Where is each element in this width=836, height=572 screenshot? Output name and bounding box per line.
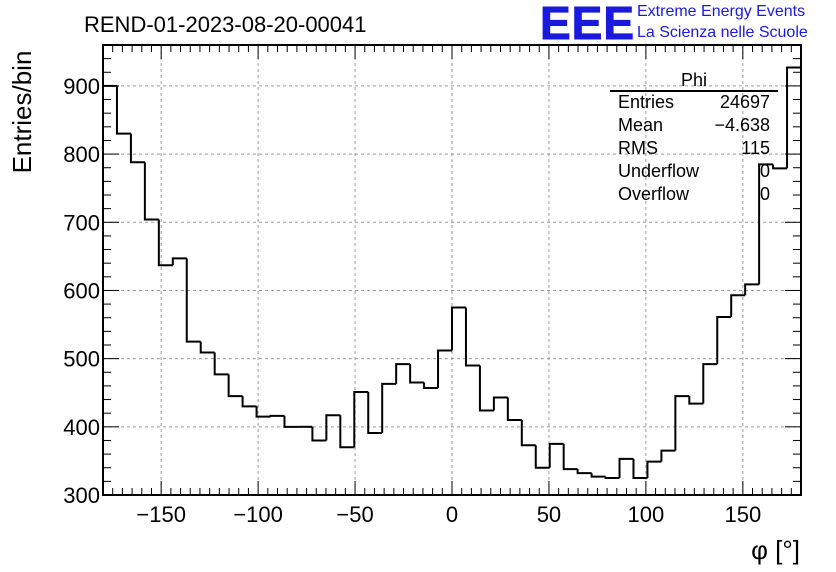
histogram-bin — [115, 85, 131, 135]
histogram-bin — [213, 352, 229, 376]
histogram-bin — [576, 469, 592, 475]
y-tick-label: 600 — [63, 278, 100, 303]
histogram-bin — [548, 442, 564, 468]
axis-ticks — [103, 45, 801, 496]
histogram-bin — [395, 363, 411, 384]
histogram-bin — [129, 133, 145, 164]
x-tick-label: −150 — [136, 502, 186, 527]
stats-row-entries: Entries 24697 — [618, 92, 770, 114]
stats-row-mean: Mean −4.638 — [618, 115, 770, 137]
stats-label: Overflow — [618, 184, 690, 204]
histogram-bin — [269, 414, 285, 417]
x-tick-label: 0 — [446, 502, 458, 527]
histogram-bin — [311, 426, 327, 442]
histogram-bin — [604, 476, 620, 479]
y-tick-label: 300 — [63, 483, 100, 508]
histogram-bin — [199, 341, 215, 354]
histogram-bin — [157, 219, 173, 267]
stats-label: Entries — [618, 92, 675, 112]
eee-logo: EEE — [539, 0, 636, 49]
chart-title: REND-01-2023-08-20-00041 — [84, 12, 367, 37]
histogram-bin — [646, 460, 662, 478]
histogram-bin — [702, 363, 718, 404]
y-tick-label: 400 — [63, 415, 100, 440]
x-tick-label: −50 — [336, 502, 373, 527]
histogram-bin — [758, 163, 774, 285]
histogram-bin — [451, 306, 466, 351]
y-tick-label: 800 — [63, 142, 100, 167]
stats-label: RMS — [618, 138, 658, 158]
x-tick-label: 50 — [537, 502, 561, 527]
histogram-bin — [492, 396, 508, 411]
stats-value: 24697 — [719, 92, 770, 112]
logo-tagline-2: La Scienza nelle Scuole — [637, 24, 808, 41]
histogram-bin — [632, 458, 648, 479]
stats-row-underflow: Underflow 0 — [618, 161, 770, 183]
histogram-bin — [381, 382, 397, 433]
histogram-bin — [339, 415, 355, 449]
histogram-bin — [660, 449, 676, 462]
histogram-bin — [227, 374, 243, 398]
x-tick-label: −100 — [233, 502, 283, 527]
histogram-bin — [590, 473, 606, 478]
tick-labels: −150 −100 −50 0 50 100 150 300 400 500 600 700 800 90… — [63, 74, 761, 527]
stats-label: Underflow — [618, 161, 700, 181]
x-tick-label: 150 — [724, 502, 761, 527]
histogram-bin — [674, 395, 690, 451]
stats-label: Mean — [618, 115, 664, 135]
histogram-bin — [730, 294, 746, 318]
stats-divider — [610, 90, 778, 92]
histogram-bin — [367, 392, 383, 434]
stats-value: 0 — [759, 184, 770, 204]
histogram-bin — [506, 397, 522, 421]
histogram-bin — [618, 457, 634, 478]
histogram-bin — [744, 283, 760, 296]
histogram-bin — [437, 349, 452, 388]
histogram-bin — [409, 364, 425, 384]
stats-value: −4.638 — [714, 115, 770, 135]
histogram-bin — [241, 396, 257, 408]
grid-lines — [103, 45, 801, 496]
histogram-bin — [786, 66, 801, 169]
histogram-bin — [688, 396, 704, 405]
histogram-bin — [423, 382, 439, 389]
stats-value: 0 — [759, 161, 770, 181]
histogram-bin — [534, 445, 550, 469]
y-tick-label: 900 — [63, 74, 100, 99]
histogram-bin — [464, 307, 480, 367]
histogram-bin — [716, 316, 732, 365]
stats-value: 115 — [741, 138, 770, 158]
histogram-bin — [255, 406, 271, 418]
histogram-bin — [520, 420, 536, 447]
stats-row-rms: RMS 115 — [618, 138, 770, 160]
logo-tagline-1: Extreme Energy Events — [637, 3, 806, 20]
histogram-bin — [171, 257, 187, 266]
stats-histogram-name: Phi — [680, 70, 707, 90]
histogram-bin — [283, 415, 299, 428]
histogram-bin — [353, 391, 369, 448]
x-axis-label: φ [°] — [751, 535, 800, 565]
stats-box: Phi Entries 24697 Mean −4.638 RMS 115 Un… — [610, 70, 778, 208]
stats-row-overflow: Overflow 0 — [618, 184, 770, 206]
histogram-bin — [143, 162, 159, 221]
histogram-bin — [325, 414, 341, 441]
histogram-bin — [478, 365, 494, 412]
histogram-bin — [772, 164, 788, 170]
y-tick-label: 700 — [63, 210, 100, 235]
histogram-bin — [562, 443, 578, 471]
x-tick-label: 100 — [628, 502, 665, 527]
y-tick-label: 500 — [63, 347, 100, 372]
histogram-bin — [185, 258, 201, 343]
y-axis-label: Entries/bin — [7, 51, 37, 174]
